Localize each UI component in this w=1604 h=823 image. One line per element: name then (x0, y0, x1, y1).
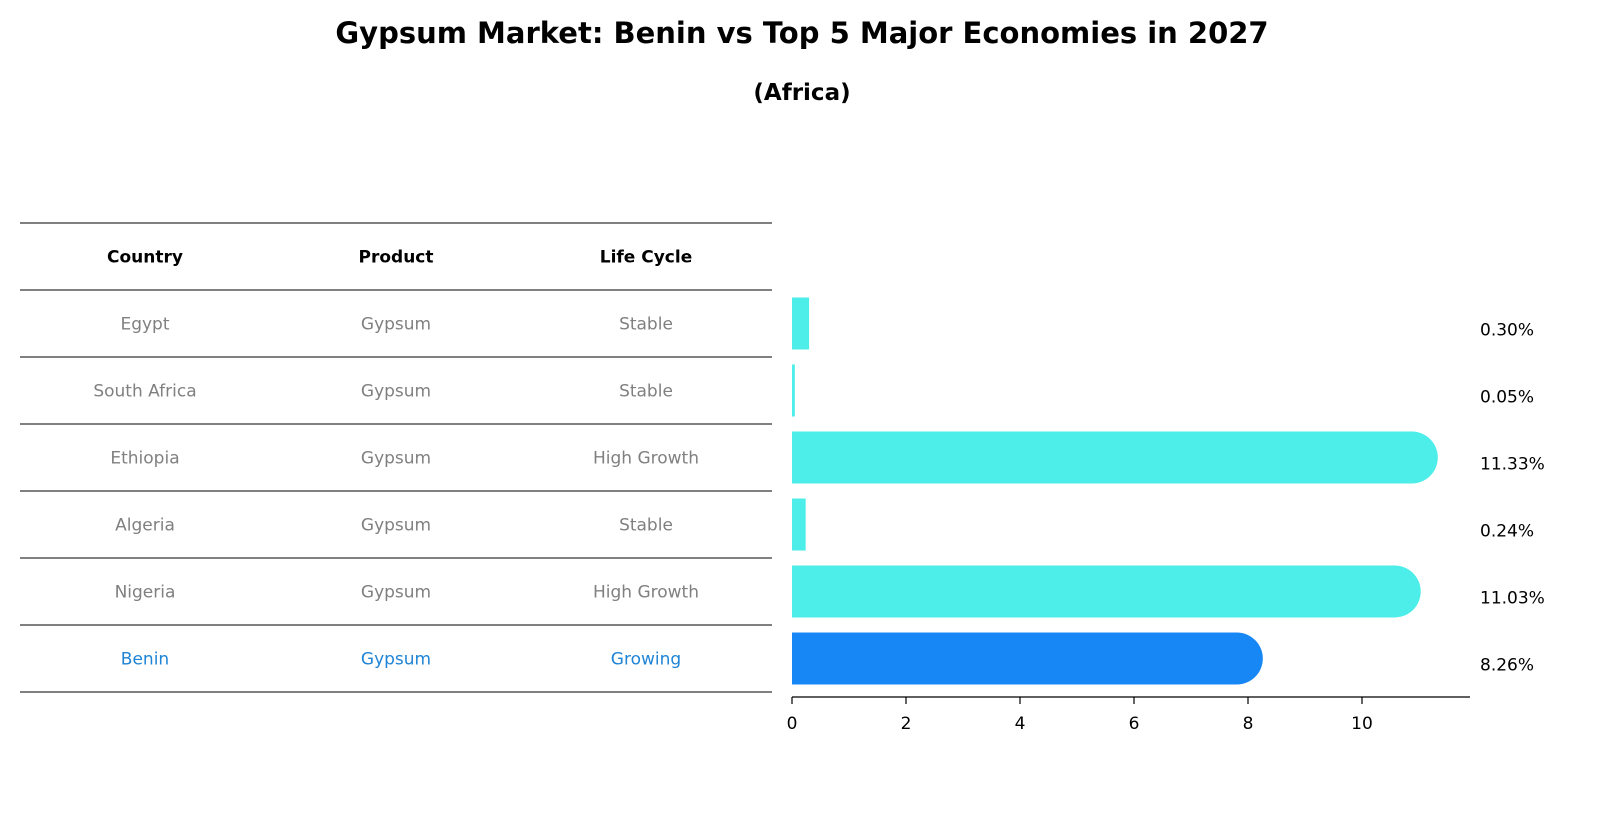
x-tick-label: 6 (1129, 714, 1140, 734)
table-cell-country: Egypt (120, 315, 169, 335)
bar-south-africa (792, 364, 795, 417)
table-cell-life-cycle: Stable (619, 315, 673, 335)
table-header-life-cycle: Life Cycle (600, 248, 693, 268)
table-cell-product: Gypsum (361, 382, 431, 402)
table-cell-product: Gypsum (361, 449, 431, 469)
table-cell-life-cycle: Stable (619, 516, 673, 536)
bar-algeria (792, 498, 806, 551)
data-label: 0.30% (1480, 321, 1534, 341)
chart-subtitle: (Africa) (753, 80, 851, 106)
table-header-country: Country (107, 248, 183, 268)
table-cell-life-cycle: High Growth (593, 449, 699, 469)
table-header-product: Product (359, 248, 434, 268)
table-cell-product: Gypsum (361, 650, 431, 670)
table-cell-product: Gypsum (361, 583, 431, 603)
x-tick-label: 4 (1015, 714, 1026, 734)
data-label: 0.05% (1480, 388, 1534, 408)
bar-ethiopia (792, 431, 1438, 484)
x-tick-label: 2 (901, 714, 912, 734)
table-cell-country: Ethiopia (110, 449, 179, 469)
x-tick-label: 10 (1351, 714, 1373, 734)
table-cell-country: South Africa (93, 382, 196, 402)
data-label: 0.24% (1480, 522, 1534, 542)
bar-nigeria (792, 565, 1421, 618)
x-tick-label: 0 (787, 714, 798, 734)
data-label: 11.33% (1480, 455, 1545, 475)
data-label: 8.26% (1480, 656, 1534, 676)
table-cell-product: Gypsum (361, 516, 431, 536)
table-cell-product: Gypsum (361, 315, 431, 335)
table-cell-country: Benin (121, 650, 169, 670)
table-cell-country: Nigeria (115, 583, 176, 603)
table-cell-life-cycle: Growing (611, 650, 681, 670)
chart-title: Gypsum Market: Benin vs Top 5 Major Econ… (335, 16, 1269, 50)
table-cell-life-cycle: High Growth (593, 583, 699, 603)
table-cell-country: Algeria (115, 516, 175, 536)
bar-benin (792, 632, 1263, 685)
table-cell-life-cycle: Stable (619, 382, 673, 402)
x-tick-label: 8 (1243, 714, 1254, 734)
bar-egypt (792, 297, 810, 350)
data-label: 11.03% (1480, 589, 1545, 609)
